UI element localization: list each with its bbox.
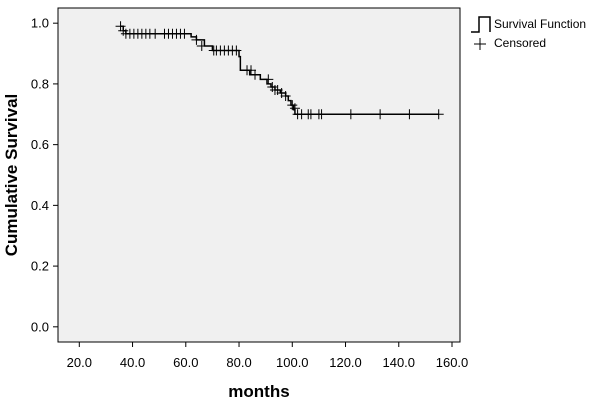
censored-marker — [345, 109, 356, 120]
x-tick-label: 20.0 — [67, 355, 92, 370]
legend-label-censored: Censored — [494, 36, 546, 50]
y-tick-label: 0.6 — [31, 137, 49, 152]
y-tick-label: 0.8 — [31, 76, 49, 91]
censored-marker — [433, 109, 444, 120]
censored-marker — [246, 65, 257, 76]
censored-marker — [280, 91, 291, 102]
censored-marker — [231, 45, 242, 56]
x-axis-title: months — [228, 382, 289, 401]
x-tick-label: 100.0 — [276, 355, 309, 370]
x-tick-label: 160.0 — [436, 355, 469, 370]
survival-function-line — [120, 25, 439, 116]
censored-marker — [263, 74, 274, 85]
x-tick-label: 120.0 — [329, 355, 362, 370]
x-tick-label: 40.0 — [120, 355, 145, 370]
x-tick-label: 80.0 — [226, 355, 251, 370]
censored-marker — [150, 28, 161, 39]
legend-step-icon — [471, 16, 491, 33]
series-layer — [115, 21, 444, 120]
censored-marker — [316, 109, 327, 120]
y-tick-label: 0.2 — [31, 259, 49, 274]
censored-marker — [404, 109, 415, 120]
x-axis: 20.0 40.0 60.0 80.0 100.0 120.0 140.0 160.0 — [67, 342, 469, 370]
y-tick-label: 0.0 — [31, 319, 49, 334]
censored-marker — [289, 103, 300, 114]
x-tick-label: 140.0 — [382, 355, 415, 370]
censored-marker — [250, 69, 261, 80]
censored-marker — [115, 21, 126, 32]
censored-marker — [179, 28, 190, 39]
x-tick-label: 60.0 — [173, 355, 198, 370]
censored-marker — [196, 40, 207, 51]
legend: Survival Function Censored — [471, 16, 586, 50]
censored-marker — [191, 34, 202, 45]
y-axis: 0.0 0.2 0.4 0.6 0.8 1.0 — [31, 16, 58, 334]
y-axis-title: Cumulative Survival — [2, 94, 21, 257]
y-tick-label: 0.4 — [31, 198, 49, 213]
legend-label-survival-function: Survival Function — [494, 17, 586, 31]
legend-plus-icon — [474, 38, 486, 50]
plot-area-background — [57, 7, 461, 343]
y-tick-label: 1.0 — [31, 16, 49, 31]
censored-marker — [375, 109, 386, 120]
